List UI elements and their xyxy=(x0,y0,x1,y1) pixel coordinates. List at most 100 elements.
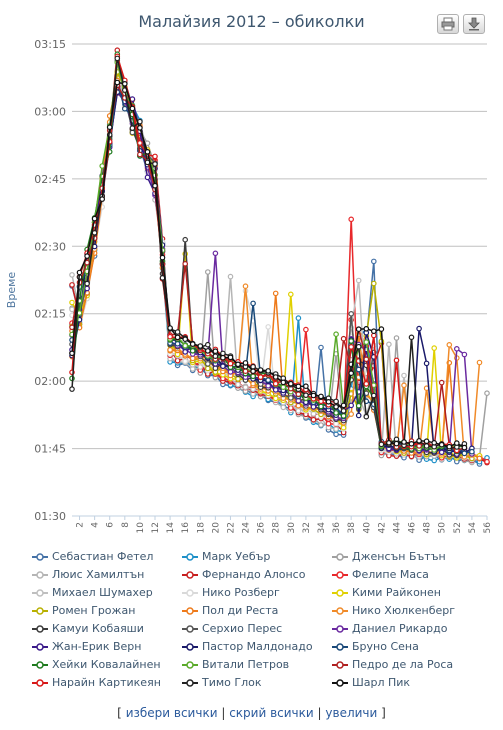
data-point xyxy=(76,269,83,276)
data-point xyxy=(363,325,370,332)
legend-symbol-marker xyxy=(36,553,44,561)
data-point xyxy=(91,215,98,222)
data-point xyxy=(69,299,75,306)
data-point xyxy=(242,283,249,290)
x-tick-label: 44 xyxy=(392,522,402,534)
hide-all-link[interactable]: скрий всички xyxy=(229,706,314,720)
data-point xyxy=(197,343,204,349)
legend-label: Хейки Ковалайнен xyxy=(52,658,161,671)
data-point xyxy=(484,390,490,397)
data-point xyxy=(446,443,453,450)
data-point xyxy=(295,408,302,414)
legend-symbol xyxy=(182,661,198,669)
y-tick-label: 02:45 xyxy=(34,173,66,186)
legend-symbol xyxy=(332,589,348,597)
data-point xyxy=(122,105,128,112)
legend-label: Бруно Сена xyxy=(352,640,419,653)
select-all-link[interactable]: избери всички xyxy=(125,706,218,720)
legend-label: Нико Хюлкенберг xyxy=(352,604,456,617)
data-point xyxy=(378,441,385,448)
data-point xyxy=(182,336,189,343)
data-point xyxy=(69,272,75,278)
data-point xyxy=(250,363,256,370)
series-group xyxy=(69,82,490,466)
data-point xyxy=(227,360,234,367)
x-tick-label: 46 xyxy=(408,522,418,534)
data-point xyxy=(438,441,445,448)
x-tick-label: 30 xyxy=(287,522,297,534)
data-point xyxy=(303,392,309,399)
legend-symbol-marker xyxy=(36,589,44,597)
legend-label: Марк Уебър xyxy=(202,550,271,563)
print-button[interactable] xyxy=(437,14,459,34)
data-point xyxy=(257,367,264,373)
legend-symbol-marker xyxy=(186,661,194,669)
data-point xyxy=(174,340,181,347)
zoom-link[interactable]: увеличи xyxy=(325,706,378,720)
legend-label: Пол ди Реста xyxy=(202,604,279,617)
data-point xyxy=(152,182,158,189)
x-tick-label: 10 xyxy=(136,522,146,534)
data-point xyxy=(242,384,249,391)
data-point xyxy=(242,360,249,366)
data-point xyxy=(272,387,279,393)
legend-label: Серхио Перес xyxy=(202,622,283,635)
data-point xyxy=(416,325,422,332)
data-point xyxy=(453,440,460,446)
x-tick-label: 48 xyxy=(423,522,433,534)
data-point xyxy=(235,381,241,388)
y-tick-label: 03:00 xyxy=(34,105,66,118)
data-point xyxy=(310,416,317,423)
data-point xyxy=(386,341,392,348)
x-tick-label: 6 xyxy=(106,522,116,528)
data-point xyxy=(476,359,483,366)
data-point xyxy=(393,357,400,364)
legend-symbol-marker xyxy=(36,679,44,687)
data-point xyxy=(265,368,272,374)
legend-symbol xyxy=(182,643,198,651)
data-point xyxy=(438,379,445,386)
data-point xyxy=(363,381,370,387)
export-button[interactable] xyxy=(463,14,485,34)
data-point xyxy=(205,348,211,354)
data-point xyxy=(461,450,468,457)
data-point xyxy=(461,351,468,358)
footer-links: [ избери всички | скрий всички | увеличи… xyxy=(0,706,503,720)
series-group xyxy=(69,80,490,465)
data-point xyxy=(408,440,415,447)
data-point xyxy=(84,285,90,292)
data-point xyxy=(205,361,211,367)
x-tick-label: 34 xyxy=(317,522,327,534)
data-point xyxy=(182,342,189,349)
legend-symbol-marker xyxy=(336,625,344,633)
legend-label: Себастиан Фетел xyxy=(52,550,154,563)
x-tick-label: 8 xyxy=(121,522,131,528)
data-point xyxy=(340,424,347,431)
data-point xyxy=(287,291,294,298)
data-point xyxy=(303,383,309,390)
data-point xyxy=(340,408,347,414)
data-point xyxy=(122,81,128,87)
x-tick-label: 24 xyxy=(242,522,252,534)
data-point xyxy=(348,216,355,223)
legend-symbol-marker xyxy=(36,643,44,651)
legend-symbol-marker xyxy=(186,679,194,687)
legend-symbol xyxy=(182,589,198,597)
data-point xyxy=(272,290,279,297)
data-point xyxy=(318,393,324,400)
data-point xyxy=(453,345,460,352)
legend-label: Нарайн Картикеян xyxy=(52,676,161,689)
data-point xyxy=(363,339,370,345)
legend-symbol-marker xyxy=(186,553,194,561)
legend-label: Пастор Малдонадо xyxy=(202,640,313,653)
data-point xyxy=(340,402,347,409)
legend-label: Тимо Глок xyxy=(202,676,262,689)
data-point xyxy=(114,79,121,86)
legend-symbol-marker xyxy=(336,553,344,561)
data-point xyxy=(287,395,294,401)
legend-label: Ромен Грожан xyxy=(52,604,136,617)
x-tick-label: 36 xyxy=(332,522,342,534)
data-point xyxy=(318,403,324,410)
data-point xyxy=(227,354,234,361)
data-point xyxy=(69,350,75,357)
